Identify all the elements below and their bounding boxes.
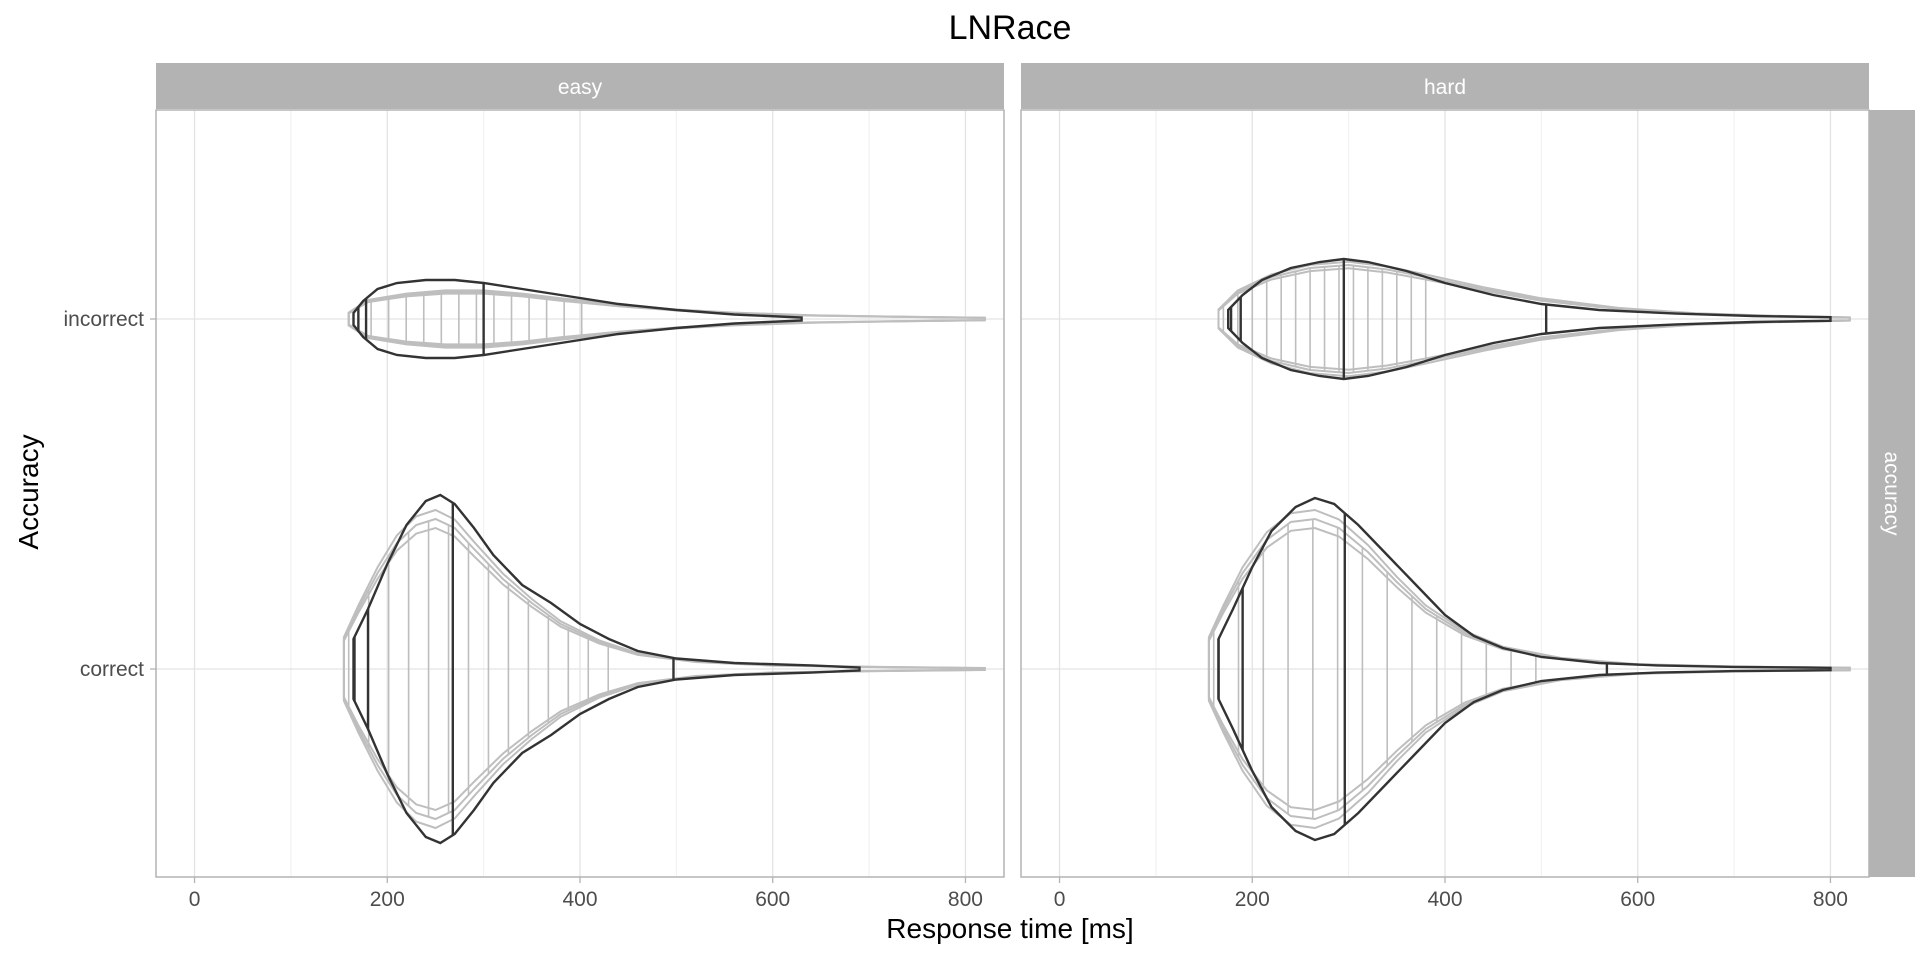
x-tick-label: 800 — [948, 888, 983, 911]
x-tick-label: 600 — [1620, 888, 1655, 911]
facet-strip-label: hard — [1424, 76, 1466, 99]
facet-panels: easy 0 200 400 600 800 hard 0 200 400 600 800 incorr… — [63, 63, 1915, 911]
x-tick-label: 400 — [1427, 888, 1462, 911]
y-tick-label: correct — [80, 658, 144, 681]
predicted-violin — [1207, 508, 1851, 830]
x-tick-label: 600 — [755, 888, 790, 911]
y-axis-title: Accuracy — [13, 434, 44, 549]
x-tick-label: 800 — [1813, 888, 1848, 911]
facet-strip — [1021, 63, 1869, 109]
x-tick-label: 200 — [1235, 888, 1270, 911]
predicted-violin — [342, 508, 986, 830]
chart-title: LNRace — [949, 9, 1072, 47]
predicted-violin — [1217, 260, 1851, 378]
observed-violin — [352, 493, 861, 845]
observed-violin — [1217, 496, 1832, 842]
panel-hard: hard 0 200 400 600 800 — [1020, 63, 1870, 911]
observed-violin — [352, 278, 803, 360]
y-tick-label: incorrect — [63, 308, 144, 331]
facet-strip — [156, 63, 1004, 109]
row-strip-label: accuracy — [1880, 451, 1903, 536]
violins — [342, 278, 986, 845]
x-tick-label: 200 — [370, 888, 405, 911]
violins — [1207, 257, 1851, 842]
x-axis-title: Response time [ms] — [886, 913, 1133, 944]
x-tick-label: 0 — [189, 888, 201, 911]
x-tick-label: 400 — [562, 888, 597, 911]
panel-easy: easy 0 200 400 600 800 — [155, 63, 1005, 911]
row-strip — [1869, 110, 1915, 877]
x-tick-label: 0 — [1054, 888, 1066, 911]
predicted-violin — [347, 289, 986, 349]
facet-strip-label: easy — [558, 76, 603, 99]
